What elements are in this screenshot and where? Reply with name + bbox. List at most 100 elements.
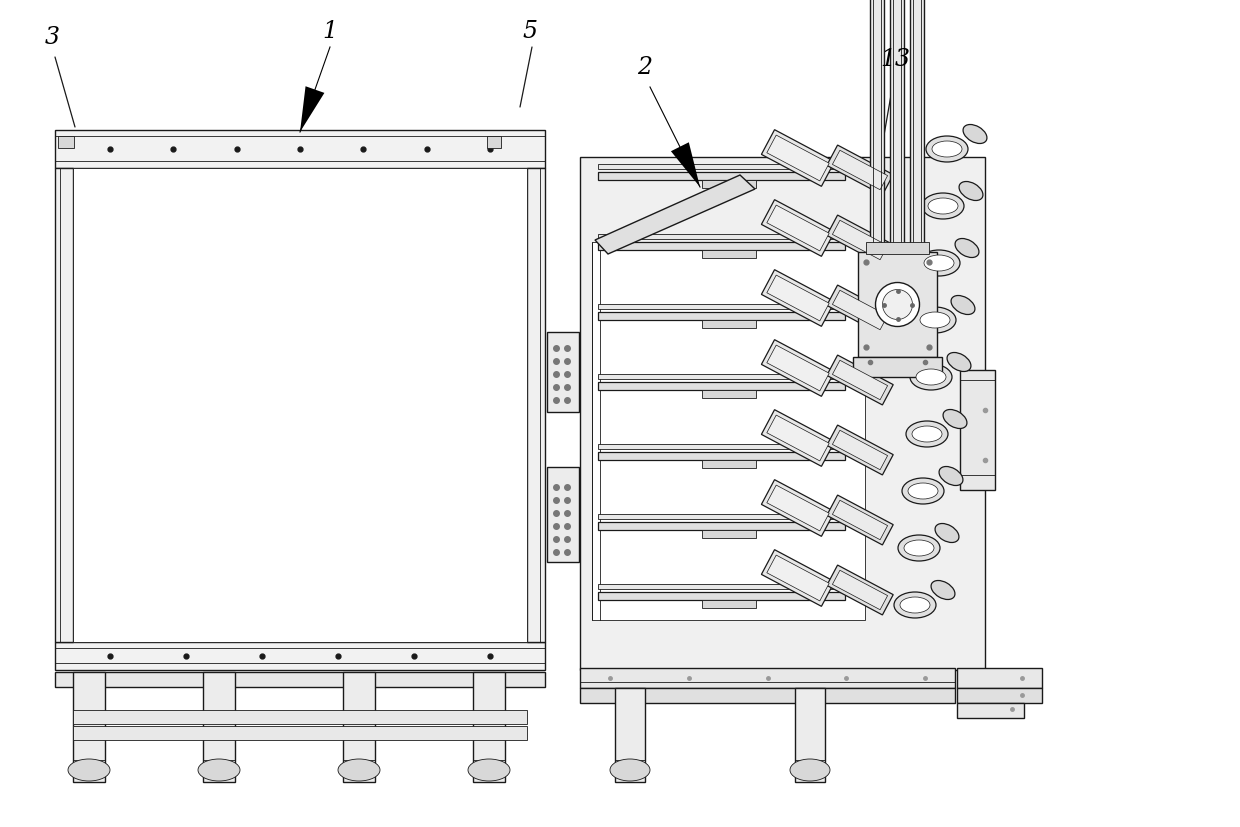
Bar xyxy=(55,642,546,670)
Polygon shape xyxy=(832,290,888,330)
Ellipse shape xyxy=(920,312,950,328)
Bar xyxy=(55,672,546,687)
Bar xyxy=(598,172,844,180)
Ellipse shape xyxy=(918,250,960,276)
Ellipse shape xyxy=(904,540,934,556)
Polygon shape xyxy=(766,345,830,391)
Ellipse shape xyxy=(916,369,946,385)
Bar xyxy=(957,703,1024,718)
Bar xyxy=(598,374,844,379)
Bar xyxy=(598,234,844,239)
Bar xyxy=(580,668,955,688)
Ellipse shape xyxy=(951,295,975,314)
Polygon shape xyxy=(766,135,830,181)
Bar xyxy=(957,688,1042,703)
Text: 1: 1 xyxy=(322,21,337,44)
Ellipse shape xyxy=(947,352,971,371)
Bar xyxy=(702,180,756,188)
Ellipse shape xyxy=(914,307,956,333)
Ellipse shape xyxy=(790,759,830,781)
Bar xyxy=(702,460,756,468)
Bar xyxy=(580,688,955,703)
Ellipse shape xyxy=(198,759,241,781)
Bar xyxy=(598,452,844,460)
Polygon shape xyxy=(766,275,830,321)
Bar xyxy=(591,242,866,620)
Bar xyxy=(598,522,844,530)
Ellipse shape xyxy=(339,759,379,781)
Polygon shape xyxy=(761,130,835,186)
Ellipse shape xyxy=(928,198,959,214)
Bar xyxy=(598,164,844,169)
Bar xyxy=(487,136,501,148)
Bar xyxy=(58,136,74,148)
Bar xyxy=(598,312,844,320)
Polygon shape xyxy=(832,361,888,399)
Bar xyxy=(702,320,756,328)
Bar xyxy=(960,370,994,490)
Circle shape xyxy=(875,283,920,327)
Polygon shape xyxy=(827,145,893,195)
Bar xyxy=(472,672,505,782)
Ellipse shape xyxy=(931,581,955,600)
Polygon shape xyxy=(832,500,888,540)
Bar xyxy=(598,584,844,589)
Bar xyxy=(598,592,844,600)
Bar xyxy=(343,672,374,782)
Ellipse shape xyxy=(68,759,110,781)
Bar xyxy=(547,467,579,562)
Bar xyxy=(858,252,937,357)
Polygon shape xyxy=(766,205,830,251)
Bar xyxy=(547,332,579,412)
Bar xyxy=(702,600,756,608)
Polygon shape xyxy=(766,415,830,461)
Bar xyxy=(910,0,924,252)
Ellipse shape xyxy=(610,759,650,781)
Ellipse shape xyxy=(894,592,936,618)
Bar xyxy=(598,304,844,309)
Polygon shape xyxy=(827,495,893,545)
Text: 2: 2 xyxy=(637,55,652,79)
Ellipse shape xyxy=(923,193,963,219)
Bar xyxy=(890,0,904,252)
Polygon shape xyxy=(827,425,893,475)
Polygon shape xyxy=(761,480,835,537)
Bar xyxy=(957,668,1042,688)
Bar xyxy=(598,242,844,250)
Polygon shape xyxy=(827,355,893,405)
Bar xyxy=(73,672,105,782)
Bar xyxy=(702,530,756,538)
Ellipse shape xyxy=(910,364,952,390)
Polygon shape xyxy=(761,340,835,396)
Polygon shape xyxy=(761,409,835,466)
Polygon shape xyxy=(671,142,701,187)
Text: 13: 13 xyxy=(880,47,910,70)
Ellipse shape xyxy=(900,597,930,613)
Bar xyxy=(580,157,985,670)
Polygon shape xyxy=(595,175,755,254)
Bar xyxy=(702,390,756,398)
Bar xyxy=(55,130,546,168)
Text: 3: 3 xyxy=(45,26,60,49)
Polygon shape xyxy=(832,151,888,189)
Ellipse shape xyxy=(924,255,954,271)
Polygon shape xyxy=(300,86,325,132)
Ellipse shape xyxy=(926,136,968,162)
Ellipse shape xyxy=(908,483,937,499)
Bar xyxy=(702,250,756,258)
Bar xyxy=(598,444,844,449)
Bar xyxy=(55,168,73,642)
Bar xyxy=(203,672,236,782)
Polygon shape xyxy=(766,555,830,601)
Bar xyxy=(73,710,527,724)
Text: 5: 5 xyxy=(522,21,537,44)
Bar xyxy=(73,168,527,642)
Bar xyxy=(870,0,884,252)
Bar xyxy=(598,514,844,519)
Ellipse shape xyxy=(901,478,944,504)
Ellipse shape xyxy=(959,181,983,200)
Polygon shape xyxy=(832,571,888,609)
Bar xyxy=(73,726,527,740)
Polygon shape xyxy=(827,215,893,265)
Bar xyxy=(527,168,546,642)
